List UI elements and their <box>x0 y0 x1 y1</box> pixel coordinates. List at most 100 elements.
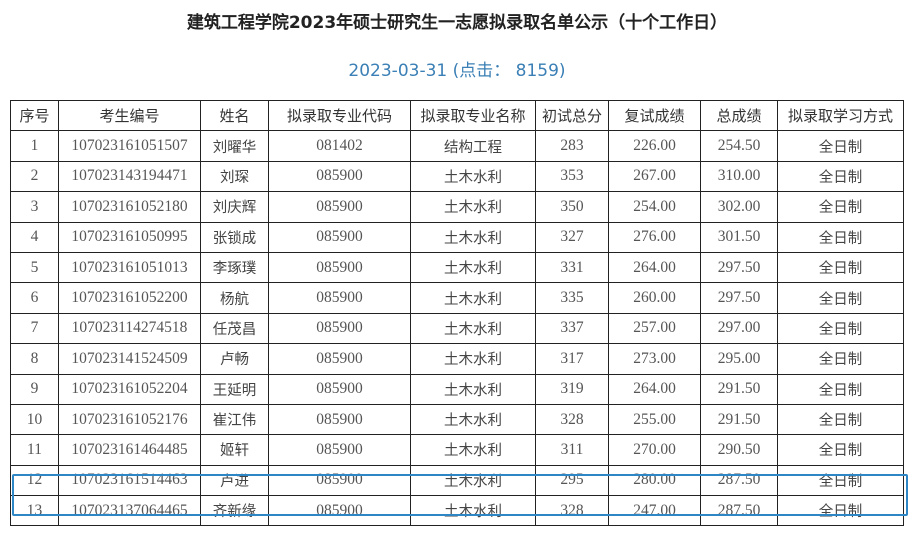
cell-major-code: 085900 <box>268 160 411 193</box>
cell-name: 齐新缘 <box>200 495 269 527</box>
table-row: 8 107023141524509 卢畅 085900 土木水利 317 273.00 295… <box>10 343 904 375</box>
cell-index: 13 <box>10 495 59 527</box>
cell-name: 李琢璞 <box>200 251 269 284</box>
cell-retest-score: 226.00 <box>608 130 701 162</box>
cell-prelim-score: 331 <box>535 251 609 284</box>
cell-index: 6 <box>10 282 59 314</box>
cell-major-code: 085900 <box>268 282 411 314</box>
cell-prelim-score: 283 <box>535 130 609 162</box>
cell-prelim-score: 353 <box>535 160 609 193</box>
cell-prelim-score: 337 <box>535 312 609 345</box>
cell-total-score: 287.50 <box>700 464 778 497</box>
cell-name: 卢畅 <box>200 343 269 375</box>
cell-retest-score: 270.00 <box>608 434 701 466</box>
cell-name: 刘曜华 <box>200 130 269 162</box>
cell-retest-score: 257.00 <box>608 312 701 345</box>
cell-candidate-id: 107023161052200 <box>58 282 201 314</box>
cell-name: 卢进 <box>200 464 269 497</box>
cell-study-mode: 全日制 <box>777 403 904 436</box>
cell-retest-score: 273.00 <box>608 343 701 375</box>
header-col-study-mode: 拟录取学习方式 <box>777 99 904 132</box>
cell-index: 7 <box>10 312 59 345</box>
cell-candidate-id: 107023143194471 <box>58 160 201 193</box>
cell-total-score: 254.50 <box>700 130 778 162</box>
cell-study-mode: 全日制 <box>777 373 904 405</box>
cell-major-name: 土木水利 <box>410 373 536 405</box>
cell-retest-score: 264.00 <box>608 251 701 284</box>
cell-major-code: 085900 <box>268 464 411 497</box>
header-col-prelim-score: 初试总分 <box>535 99 609 132</box>
header-col-total-score: 总成绩 <box>700 99 778 132</box>
cell-name: 刘庆辉 <box>200 191 269 223</box>
cell-index: 4 <box>10 221 59 253</box>
cell-candidate-id: 107023161052180 <box>58 191 201 223</box>
cell-study-mode: 全日制 <box>777 434 904 466</box>
cell-total-score: 295.00 <box>700 343 778 375</box>
cell-major-code: 081402 <box>268 130 411 162</box>
cell-retest-score: 260.00 <box>608 282 701 314</box>
cell-total-score: 291.50 <box>700 373 778 405</box>
table-row: 5 107023161051013 李琢璞 085900 土木水利 331 264.00 29… <box>10 251 904 284</box>
header-col-major-code: 拟录取专业代码 <box>268 99 411 132</box>
header-col-name: 姓名 <box>200 99 269 132</box>
cell-candidate-id: 107023161050995 <box>58 221 201 253</box>
cell-prelim-score: 328 <box>535 495 609 527</box>
table-row: 12 107023161514463 卢进 085900 土木水利 295 280.00 28… <box>10 464 904 497</box>
cell-major-code: 085900 <box>268 191 411 223</box>
cell-major-name: 土木水利 <box>410 312 536 345</box>
cell-major-name: 土木水利 <box>410 343 536 375</box>
cell-study-mode: 全日制 <box>777 312 904 345</box>
header-col-index: 序号 <box>10 99 59 132</box>
cell-major-code: 085900 <box>268 373 411 405</box>
cell-index: 10 <box>10 403 59 436</box>
cell-index: 11 <box>10 434 59 466</box>
cell-study-mode: 全日制 <box>777 343 904 375</box>
cell-index: 12 <box>10 464 59 497</box>
cell-name: 崔江伟 <box>200 403 269 436</box>
cell-index: 3 <box>10 191 59 223</box>
cell-total-score: 291.50 <box>700 403 778 436</box>
cell-major-name: 土木水利 <box>410 251 536 284</box>
cell-major-name: 土木水利 <box>410 160 536 193</box>
cell-retest-score: 254.00 <box>608 191 701 223</box>
cell-retest-score: 280.00 <box>608 464 701 497</box>
cell-candidate-id: 107023161052176 <box>58 403 201 436</box>
cell-major-code: 085900 <box>268 403 411 436</box>
cell-total-score: 302.00 <box>700 191 778 223</box>
cell-candidate-id: 107023161052204 <box>58 373 201 405</box>
cell-candidate-id: 107023114274518 <box>58 312 201 345</box>
cell-prelim-score: 317 <box>535 343 609 375</box>
cell-major-name: 结构工程 <box>410 130 536 162</box>
cell-study-mode: 全日制 <box>777 130 904 162</box>
cell-retest-score: 267.00 <box>608 160 701 193</box>
cell-index: 1 <box>10 130 59 162</box>
table-row: 7 107023114274518 任茂昌 085900 土木水利 337 257.00 29… <box>10 312 904 345</box>
date-and-views: 2023-03-31 (点击： 8159) <box>348 61 566 81</box>
cell-candidate-id: 107023161051507 <box>58 130 201 162</box>
cell-study-mode: 全日制 <box>777 495 904 527</box>
cell-candidate-id: 107023137064465 <box>58 495 201 527</box>
cell-study-mode: 全日制 <box>777 464 904 497</box>
cell-major-name: 土木水利 <box>410 464 536 497</box>
cell-retest-score: 247.00 <box>608 495 701 527</box>
header-col-major-name: 拟录取专业名称 <box>410 99 536 132</box>
cell-major-code: 085900 <box>268 312 411 345</box>
cell-total-score: 310.00 <box>700 160 778 193</box>
table-row: 4 107023161050995 张锁成 085900 土木水利 327 276.00 30… <box>10 221 904 253</box>
cell-prelim-score: 311 <box>535 434 609 466</box>
cell-index: 8 <box>10 343 59 375</box>
cell-study-mode: 全日制 <box>777 160 904 193</box>
cell-major-code: 085900 <box>268 251 411 284</box>
cell-candidate-id: 107023141524509 <box>58 343 201 375</box>
cell-total-score: 301.50 <box>700 221 778 253</box>
cell-major-name: 土木水利 <box>410 403 536 436</box>
cell-prelim-score: 319 <box>535 373 609 405</box>
cell-prelim-score: 350 <box>535 191 609 223</box>
cell-name: 姬轩 <box>200 434 269 466</box>
cell-name: 刘琛 <box>200 160 269 193</box>
cell-total-score: 290.50 <box>700 434 778 466</box>
cell-study-mode: 全日制 <box>777 251 904 284</box>
cell-name: 任茂昌 <box>200 312 269 345</box>
header-col-candidate-id: 考生编号 <box>58 99 201 132</box>
cell-total-score: 297.50 <box>700 251 778 284</box>
